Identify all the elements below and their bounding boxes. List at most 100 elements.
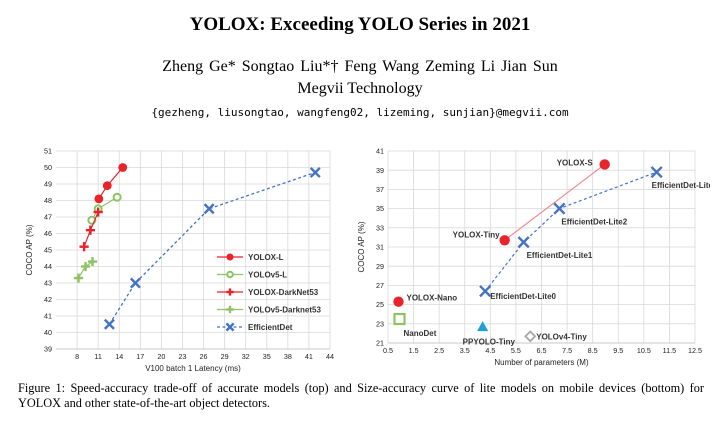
legend-label: YOLOX-L — [248, 253, 284, 262]
bottom-series-yolov4-tiny: YOLOv4-Tiny — [525, 331, 587, 341]
data-point — [525, 331, 535, 341]
bottom-xtick-label: 2.5 — [434, 346, 444, 355]
data-point — [88, 257, 97, 266]
legend-label: YOLOv5-Darknet53 — [248, 306, 321, 315]
bottom-xtick-label: 5.5 — [511, 346, 521, 355]
legend-entry: YOLOX-L — [217, 253, 284, 262]
bottom-ylabel: COCO AP (%) — [357, 221, 366, 272]
data-point — [94, 194, 103, 203]
paper-authors: Zheng Ge* Songtao Liu*† Feng Wang Zeming… — [0, 58, 720, 76]
bottom-xtick-label: 0.5 — [383, 346, 393, 355]
bottom-ytick-label: 31 — [376, 243, 384, 252]
bottom-ytick-label: 23 — [376, 319, 384, 328]
size-accuracy-chart: 21 23 25 27 29 31 33 35 37 39 41 0.5 1.5 2.5 3.5 4.5 5.5… — [350, 140, 710, 378]
top-gridlines — [56, 151, 330, 349]
paper-affiliation: Megvii Technology — [0, 80, 720, 98]
data-point — [651, 167, 661, 177]
legend-label: YOLOv5-L — [248, 271, 287, 280]
top-ytick-label: 50 — [44, 163, 52, 172]
top-ytick-label: 44 — [44, 262, 52, 271]
top-ytick-label: 49 — [44, 180, 52, 189]
data-point — [393, 297, 403, 307]
bottom-series-efficientdet: EfficientDet-Lite0 EfficientDet-Lite1 Effi… — [480, 167, 710, 301]
figure-caption: Figure 1: Speed-accuracy trade-off of ac… — [18, 381, 704, 411]
point-label: YOLOX-Nano — [406, 294, 457, 303]
top-ytick-label: 40 — [44, 328, 52, 337]
data-point — [114, 194, 121, 201]
top-xtick-label: 29 — [221, 352, 229, 361]
top-xtick-label: 17 — [136, 352, 144, 361]
top-xtick-label: 20 — [157, 352, 165, 361]
top-ytick-label: 47 — [44, 213, 52, 222]
legend-entry: YOLOX-DarkNet53 — [217, 288, 319, 297]
top-series-yolov5-l — [88, 194, 120, 224]
top-ytick-label: 43 — [44, 279, 52, 288]
bottom-series-yolox: YOLOX-Tiny YOLOX-S — [453, 158, 610, 245]
bottom-xtick-label: 8.5 — [588, 346, 598, 355]
data-point — [599, 159, 609, 169]
bottom-ytick-label: 25 — [376, 300, 384, 309]
top-xtick-label: 26 — [200, 352, 208, 361]
legend-label: YOLOX-DarkNet53 — [248, 288, 319, 297]
top-legend: YOLOX-L YOLOv5-L YOLOX-DarkNet53 YOLOv5-Dar… — [217, 253, 321, 332]
top-xtick-label: 41 — [305, 352, 313, 361]
point-label: EfficientDet-Lite1 — [527, 251, 593, 260]
top-xtick-label: 14 — [115, 352, 123, 361]
data-point — [480, 286, 490, 296]
legend-label: EfficientDet — [248, 323, 293, 332]
top-ytick-label: 41 — [44, 312, 52, 321]
data-point — [118, 163, 127, 172]
bottom-series-ppyolo-tiny: PPYOLO-Tiny — [463, 321, 516, 347]
top-xtick-label: 35 — [263, 352, 271, 361]
bottom-ytick-label: 27 — [376, 281, 384, 290]
data-point — [518, 237, 528, 247]
point-label: EfficientDet-Lite2 — [561, 218, 627, 227]
data-point — [395, 314, 405, 324]
point-label: NanoDet — [404, 329, 437, 338]
top-xtick-label: 23 — [178, 352, 186, 361]
bottom-xtick-label: 7.5 — [562, 346, 572, 355]
paper-title: YOLOX: Exceeding YOLO Series in 2021 — [0, 14, 720, 36]
data-point — [205, 204, 214, 213]
data-point — [74, 273, 83, 282]
point-label: YOLOv4-Tiny — [536, 332, 587, 341]
bottom-ytick-label: 35 — [376, 204, 384, 213]
bottom-ytick-label: 33 — [376, 223, 384, 232]
legend-entry: YOLOv5-L — [217, 271, 287, 280]
bottom-xtick-label: 6.5 — [537, 346, 547, 355]
data-point — [311, 168, 320, 177]
top-xtick-label: 44 — [326, 352, 334, 361]
bottom-xtick-label: 3.5 — [460, 346, 470, 355]
point-label: YOLOX-S — [557, 158, 594, 167]
bottom-ytick-label: 37 — [376, 185, 384, 194]
bottom-xtick-label: 1.5 — [409, 346, 419, 355]
top-ytick-label: 46 — [44, 229, 52, 238]
top-series-yolox-l — [94, 163, 127, 203]
legend-marker — [227, 272, 233, 278]
top-xtick-label: 11 — [94, 352, 101, 361]
bottom-xtick-label: 11.5 — [663, 346, 676, 355]
top-series-yolox-darknet53 — [80, 207, 103, 251]
bottom-ytick-label: 41 — [376, 147, 384, 156]
legend-entry: EfficientDet — [217, 323, 293, 332]
point-label: EfficientDet-Lite0 — [490, 292, 556, 301]
bottom-series-nanodet: NanoDet — [395, 314, 437, 338]
top-ylabel: COCO AP (%) — [25, 224, 34, 275]
legend-marker — [226, 323, 233, 330]
bottom-gridlines — [388, 151, 695, 343]
speed-accuracy-chart: 39 40 41 42 43 44 45 46 47 48 49 50 51 8 11 14 17 20 23 26 2… — [10, 140, 340, 378]
bottom-xtick-label: 9.5 — [613, 346, 623, 355]
bottom-xtick-label: 10.5 — [637, 346, 651, 355]
data-point — [499, 235, 509, 245]
top-ytick-label: 45 — [44, 246, 52, 255]
top-ytick-label: 48 — [44, 196, 52, 205]
data-point — [105, 320, 114, 329]
bottom-ytick-label: 29 — [376, 262, 384, 271]
legend-marker — [226, 288, 233, 295]
top-ytick-label: 42 — [44, 295, 52, 304]
top-ytick-label: 39 — [44, 345, 52, 354]
legend-marker — [226, 306, 233, 313]
point-label: YOLOX-Tiny — [453, 230, 501, 239]
top-xtick-label: 8 — [75, 352, 79, 361]
point-label: EfficientDet-Lite3 — [652, 181, 710, 190]
